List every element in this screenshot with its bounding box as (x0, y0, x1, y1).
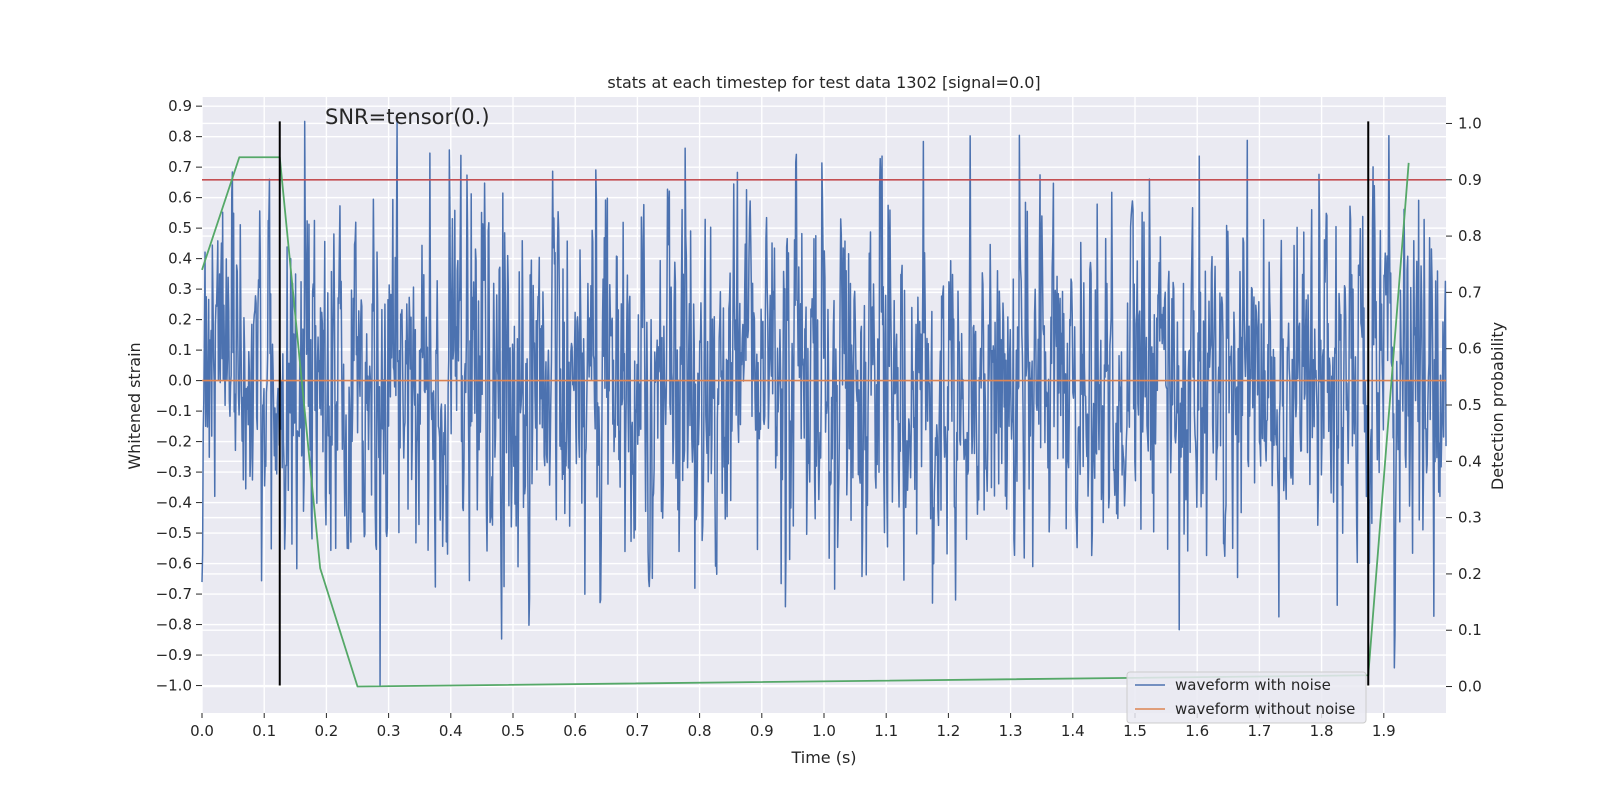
y2-axis-label: Detection probability (1488, 322, 1507, 490)
x-tick-label: 1.6 (1185, 722, 1209, 740)
y-tick-label: −0.8 (156, 616, 192, 634)
y-tick-label: −0.6 (156, 555, 192, 573)
y-tick-label: −0.3 (156, 463, 192, 481)
y2-tick-label: 0.4 (1458, 452, 1482, 470)
x-tick-label: 1.5 (1123, 722, 1147, 740)
y2-ticks: 1.0 0.9 0.8 0.7 0.6 0.5 0.4 0.3 0.2 0.1 0.0 (1446, 114, 1482, 696)
x-tick-label: 0.5 (501, 722, 525, 740)
x-tick-label: 0.9 (750, 722, 774, 740)
x-axis-label: Time (s) (790, 748, 856, 767)
y2-tick-label: 0.5 (1458, 396, 1482, 414)
y2-tick-label: 0.2 (1458, 565, 1482, 583)
y2-tick-label: 1.0 (1458, 114, 1482, 132)
x-tick-label: 0.8 (688, 722, 712, 740)
x-tick-label: 1.1 (874, 722, 898, 740)
x-tick-label: 1.9 (1372, 722, 1396, 740)
y2-tick-label: 0.1 (1458, 621, 1482, 639)
y-tick-label: −0.5 (156, 524, 192, 542)
y-tick-label: −0.4 (156, 494, 192, 512)
y-tick-label: −1.0 (156, 677, 192, 695)
x-ticks: 0.0 0.1 0.2 0.3 0.4 0.5 0.6 0.7 0.8 0.9 1.0 1.1 1.2 1… (190, 713, 1396, 740)
x-tick-label: 0.3 (377, 722, 401, 740)
y-tick-label: 0.1 (168, 341, 192, 359)
y-tick-label: 0.2 (168, 311, 192, 329)
x-tick-label: 0.7 (625, 722, 649, 740)
x-tick-label: 0.2 (314, 722, 338, 740)
y2-tick-label: 0.6 (1458, 340, 1482, 358)
y-tick-label: 0.8 (168, 128, 192, 146)
x-tick-label: 0.6 (563, 722, 587, 740)
snr-annotation: SNR=tensor(0.) (325, 105, 490, 129)
y2-tick-label: 0.9 (1458, 171, 1482, 189)
y-tick-label: 0.4 (168, 250, 192, 268)
legend-label-noisy: waveform with noise (1175, 676, 1331, 694)
y-tick-label: 0.9 (168, 97, 192, 115)
chart-title: stats at each timestep for test data 130… (607, 73, 1040, 92)
y-tick-label: 0.6 (168, 189, 192, 207)
y-tick-label: 0.5 (168, 219, 192, 237)
y2-tick-label: 0.3 (1458, 509, 1482, 527)
legend-box (1126, 671, 1367, 724)
x-tick-label: 0.0 (190, 722, 214, 740)
y-axis-label: Whitened strain (125, 342, 144, 469)
y-tick-label: 0.0 (168, 372, 192, 390)
y-tick-label: −0.9 (156, 646, 192, 664)
y-tick-label: 0.7 (168, 158, 192, 176)
y-tick-label: −0.1 (156, 402, 192, 420)
grid (201, 97, 1446, 713)
x-tick-label: 1.2 (936, 722, 960, 740)
y2-tick-label: 0.7 (1458, 283, 1482, 301)
legend-label-clean: waveform without noise (1175, 700, 1355, 718)
x-tick-label: 0.1 (252, 722, 276, 740)
series-layer (201, 120, 1447, 688)
x-tick-label: 1.7 (1247, 722, 1271, 740)
x-tick-label: 1.3 (999, 722, 1023, 740)
legend: waveform with noise waveform without noi… (1126, 671, 1367, 724)
y-tick-label: −0.2 (156, 433, 192, 451)
y2-tick-label: 0.0 (1458, 678, 1482, 696)
y2-tick-label: 0.8 (1458, 227, 1482, 245)
x-tick-label: 0.4 (439, 722, 463, 740)
y-tick-label: 0.3 (168, 280, 192, 298)
x-tick-label: 1.4 (1061, 722, 1085, 740)
y-ticks: 0.9 0.8 0.7 0.6 0.5 0.4 0.3 0.2 0.1 0.0 −0.1 −0.2 −0… (156, 97, 202, 695)
x-tick-label: 1.8 (1310, 722, 1334, 740)
x-tick-label: 1.0 (812, 722, 836, 740)
series-waveform-with-noise (201, 120, 1447, 687)
y-tick-label: −0.7 (156, 585, 192, 603)
